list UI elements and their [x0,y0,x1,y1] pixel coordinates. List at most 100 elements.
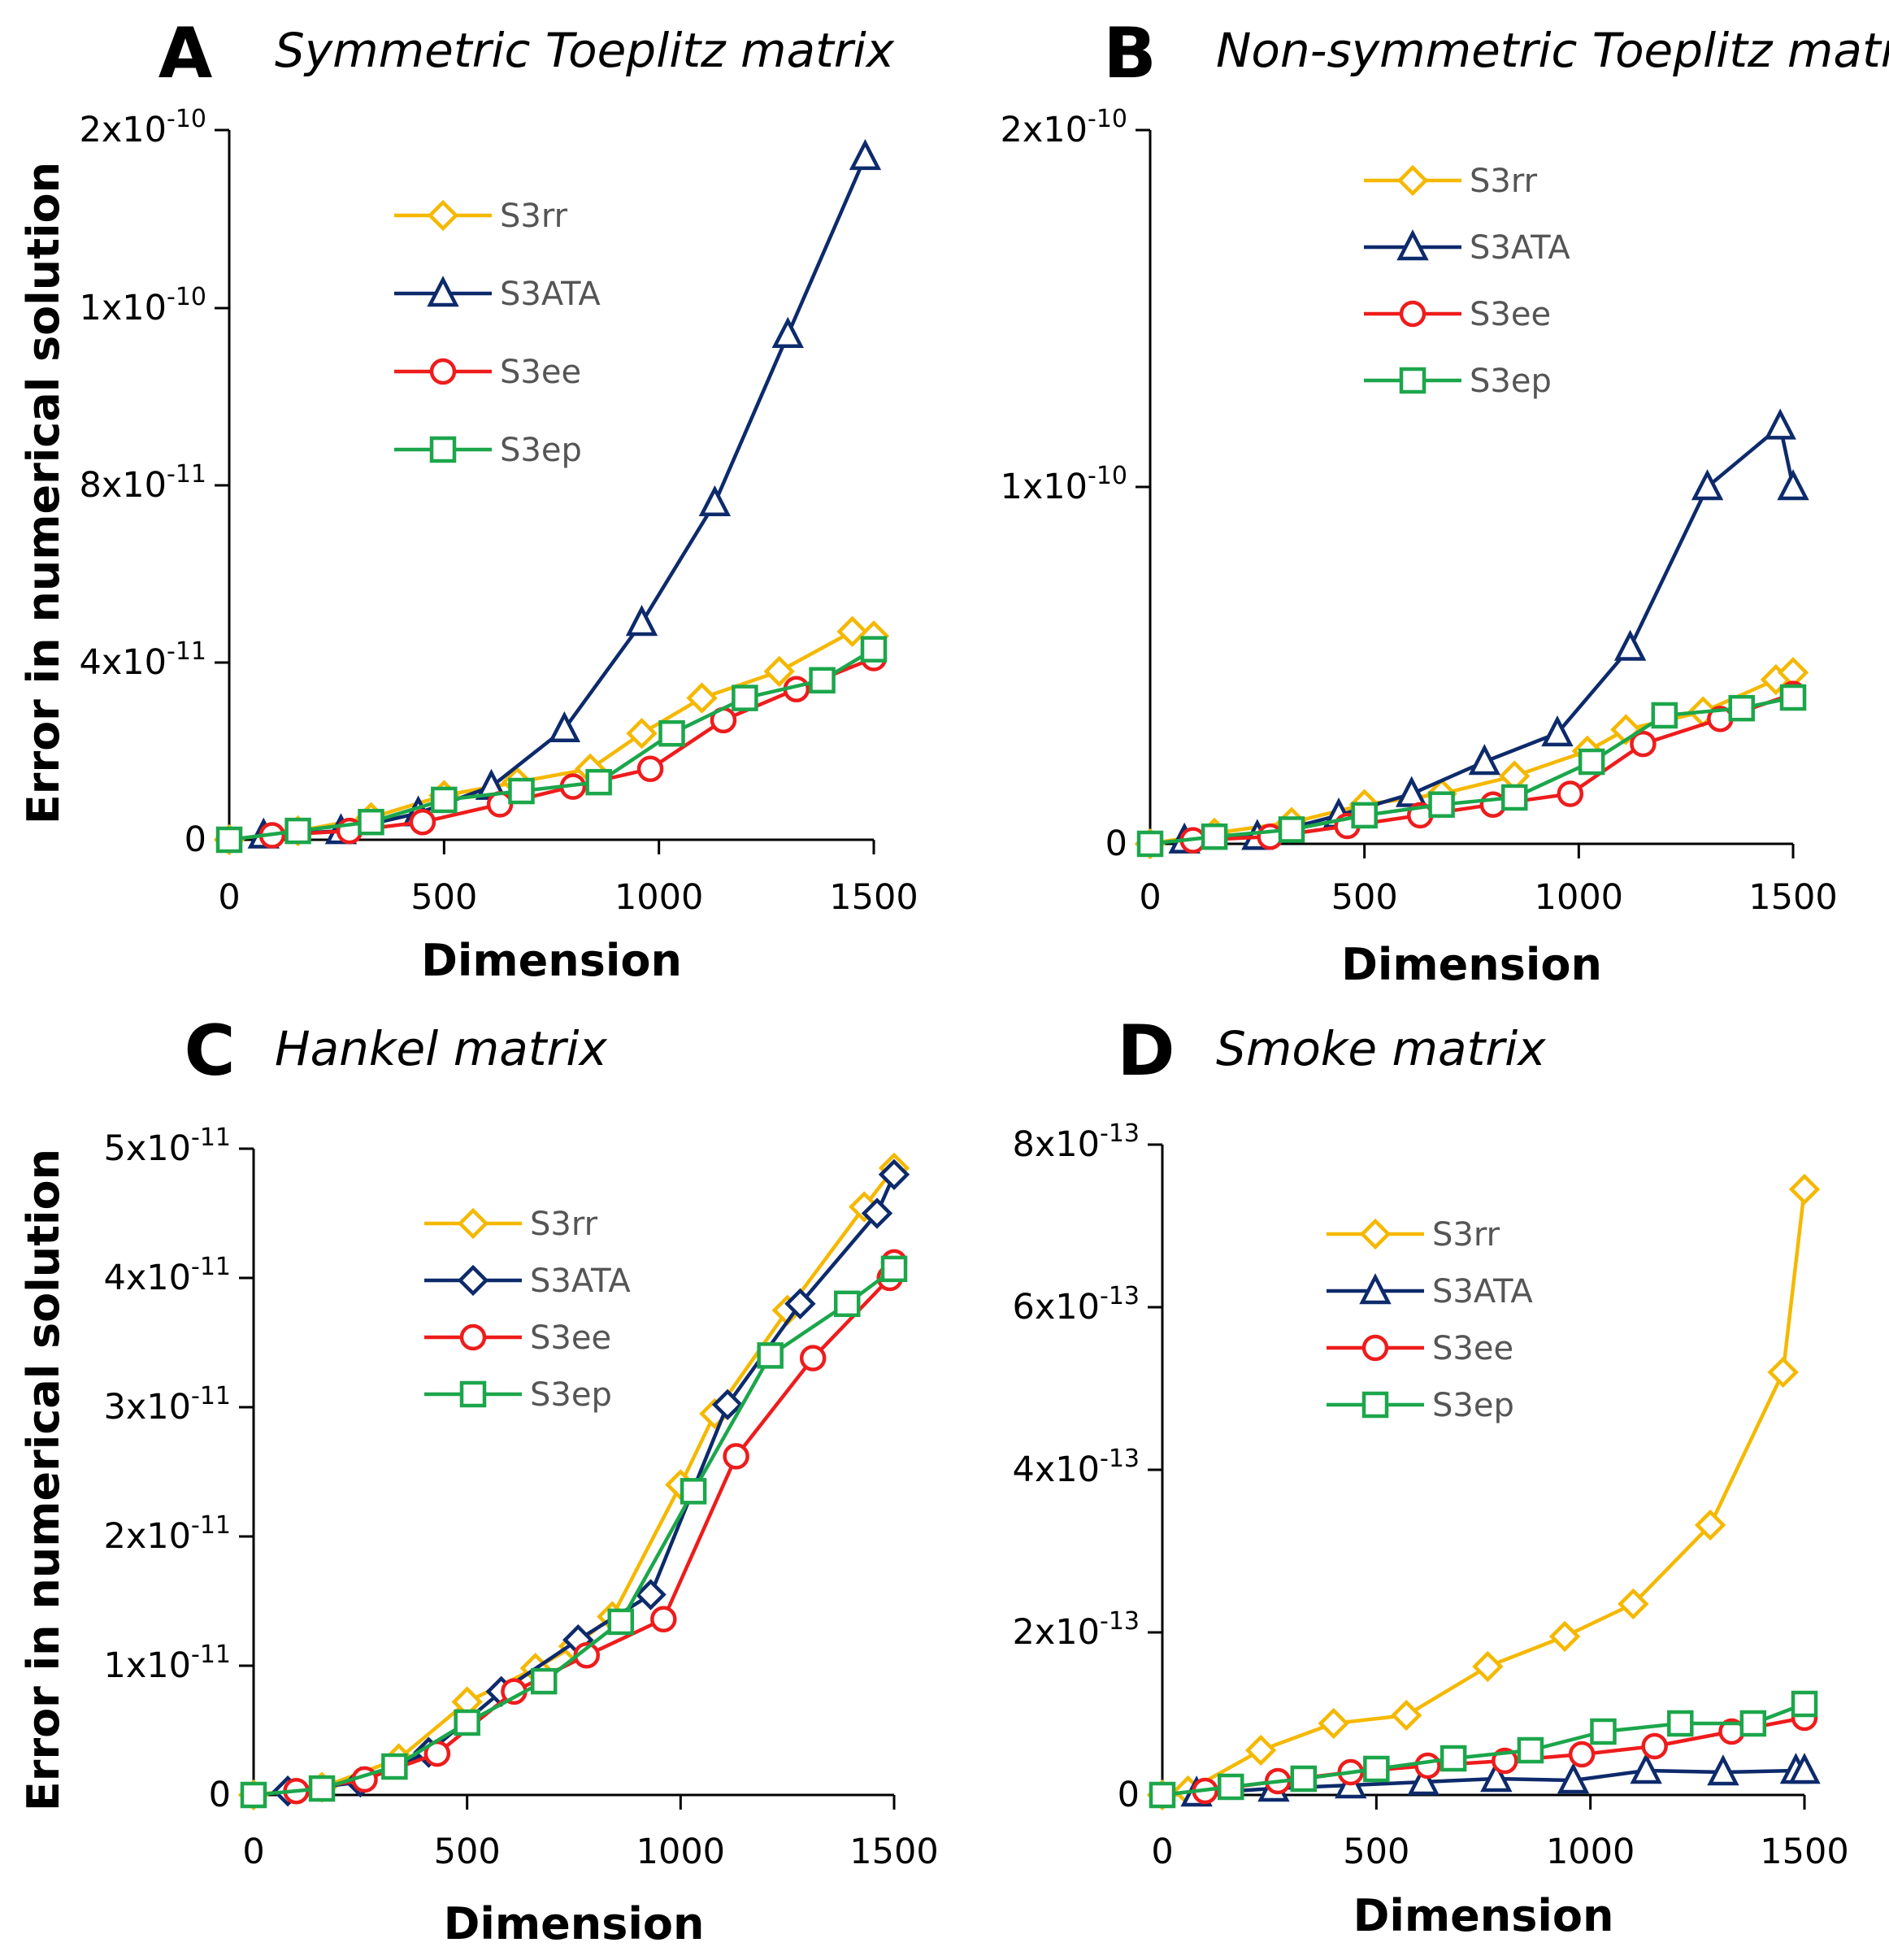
panel-c-y-tick-label: 5x10-11 [103,1123,231,1169]
panel-c-s3ep-line [253,1267,896,1797]
panel-c-series-s3rr [237,1152,910,1811]
panel-b-letter: B [1103,13,1157,94]
panel-c-x-tick-label: 500 [434,1832,501,1872]
panel-c-x-tick-label: 1500 [849,1832,938,1872]
panel-c-letter: C [184,1010,235,1092]
panel-d-s3ata-point [1480,1761,1513,1793]
panel-d-s3ata-point [1707,1754,1739,1786]
panel-d-s3ata-point [1407,1764,1440,1796]
panel-a-letter: A [159,13,213,94]
panel-d-s3rr-point [1472,1650,1504,1683]
panel-c-y-tick-base: 1x10 [103,1645,191,1686]
panel-a-s3ep-point [431,786,458,814]
panel-a-x-tick-label: 500 [410,877,477,918]
panel-b-s3ee-point [1557,780,1584,807]
panel-c-y-tick-label: 1x10-11 [103,1641,231,1686]
panel-c-y-tick-exponent: -11 [191,1641,231,1669]
panel-d-s3ata-point [1557,1762,1590,1794]
panel-a-y-tick-exponent: -10 [167,105,206,133]
panel-d-x-axis-label: Dimension [1353,1890,1614,1941]
panel-c-y-tick-base: 4x10 [103,1258,191,1298]
panel-b-s3ep-point [1278,816,1305,843]
panel-a-s3ee-line [271,656,875,837]
panel-b-s3ata-point [1613,629,1647,661]
panel-a-series-s3ata [247,138,882,849]
panel-d-s3rr-point [1548,1620,1581,1653]
panel-a-s3ata-point [771,316,804,348]
panel-c-y-tick-exponent: -11 [191,1511,231,1540]
panel-c-s3ep-point [240,1781,267,1809]
panel-a-y-tick-base: 0 [185,819,206,860]
panel-d-s3rr-point [1318,1707,1349,1740]
panel-d-title: Smoke matrix [1216,1021,1546,1076]
panel-a-s3rr-point [763,655,795,688]
panel-c-legend-s3rr-label: S3rr [530,1206,598,1243]
panel-a-series-s3ep [215,636,888,854]
panel-b-legend: S3rr S3ATA S3ee S3ep [1364,163,1570,400]
panel-c-y-tick-label: 0 [209,1775,231,1815]
panel-a-s3ep-point [585,768,612,796]
panel-d-s3rr-point [1618,1588,1649,1620]
panel-d-s3ee-point [1414,1752,1441,1780]
panel-a-y-axis-label: Error in numerical solution [18,162,69,824]
panel-b-y-tick-exponent: -10 [1088,462,1127,490]
panel-c-y-tick-exponent: -11 [191,1382,231,1410]
panel-a-y-tick-exponent: -10 [167,283,206,311]
panel-d-series-s3rr [1146,1173,1821,1811]
panel-d-s3ep-point [1218,1773,1244,1801]
panel-c-y-tick-label: 2x10-11 [103,1511,231,1557]
panel-c-s3ep-point [757,1342,784,1369]
panel-b-series-s3ep [1136,684,1807,858]
panel-d-s3ee-point [1568,1741,1596,1768]
panel-b-s3ep-point [1428,791,1455,818]
panel-d-legend: S3rr S3ATA S3ee S3ep [1327,1216,1533,1424]
panel-d-y-tick-exponent: -13 [1100,1445,1140,1473]
panel-a-s3ata-point [548,711,581,742]
panel-c-y-tick-base: 5x10 [103,1128,191,1169]
panel-b-y-tick-exponent: -10 [1088,105,1127,133]
panel-c-s3ata-point [711,1389,744,1421]
panel-b-y-tick-base: 1x10 [1000,467,1088,507]
panel-a-y-tick-base: 1x10 [79,288,167,328]
panel-d-s3ep-point [1517,1736,1544,1764]
panel-b-legend-s3ee-marker [1399,300,1427,328]
panel-d-s3ata-point [1630,1753,1662,1784]
panel-c-s3ep-point [680,1478,707,1505]
panel-a-s3ep-point [215,826,243,854]
panel-b-s3ata-point [1691,469,1724,501]
panel-d-y-tick-exponent: -13 [1100,1607,1140,1636]
panel-a-y-tick-label: 0 [185,819,206,860]
panel-c-s3ep-point [308,1775,336,1802]
panel-a-legend-s3ep-label: S3ep [500,432,582,469]
panel-d-y-tick-label: 8x10-13 [1012,1119,1140,1165]
panel-a-s3rr-point [836,615,868,648]
panel-d-y-tick-base: 2x10 [1012,1612,1100,1653]
panel-a-title: Symmetric Toeplitz matrix [275,23,895,78]
panel-b-s3ee-point [1257,823,1283,850]
panel-b-s3ep-point [1201,823,1228,850]
panel-c-s3ep-point [454,1709,480,1736]
panel-b-s3ep-point [1500,784,1528,811]
panel-a-s3ep-point [508,777,535,805]
panel-c-legend-s3ee-label: S3ee [530,1319,611,1357]
panel-c-s3ep-point [833,1290,861,1318]
panel-d-legend-s3ep-marker [1361,1391,1389,1419]
panel-d-y-tick-label: 0 [1118,1775,1140,1815]
panel-b-legend-s3ee-label: S3ee [1470,296,1551,333]
panel-a-legend-s3rr-label: S3rr [500,198,568,235]
panel-c-y-tick-exponent: -11 [191,1253,231,1281]
panel-a-s3ata-point [698,485,732,517]
panel-c-s3ep-point [607,1608,635,1636]
panel-d-legend-s3ee-marker [1361,1334,1389,1362]
panel-b-x-tick-label: 0 [1139,877,1161,918]
panel-b-s3ee-point [1479,791,1507,818]
panel-a: A Symmetric Toeplitz matrix 0 500 1000 1500 0 4… [18,13,918,986]
panel-b-s3ee-point [1630,730,1657,758]
panel-c-legend-s3ata-marker [457,1264,489,1297]
panel-d-s3ep-point [1290,1765,1318,1793]
panel-c-s3ata-point [635,1579,667,1610]
panel-c-s3ep-point [880,1255,908,1283]
panel-d-s3ep-point [1149,1781,1176,1809]
